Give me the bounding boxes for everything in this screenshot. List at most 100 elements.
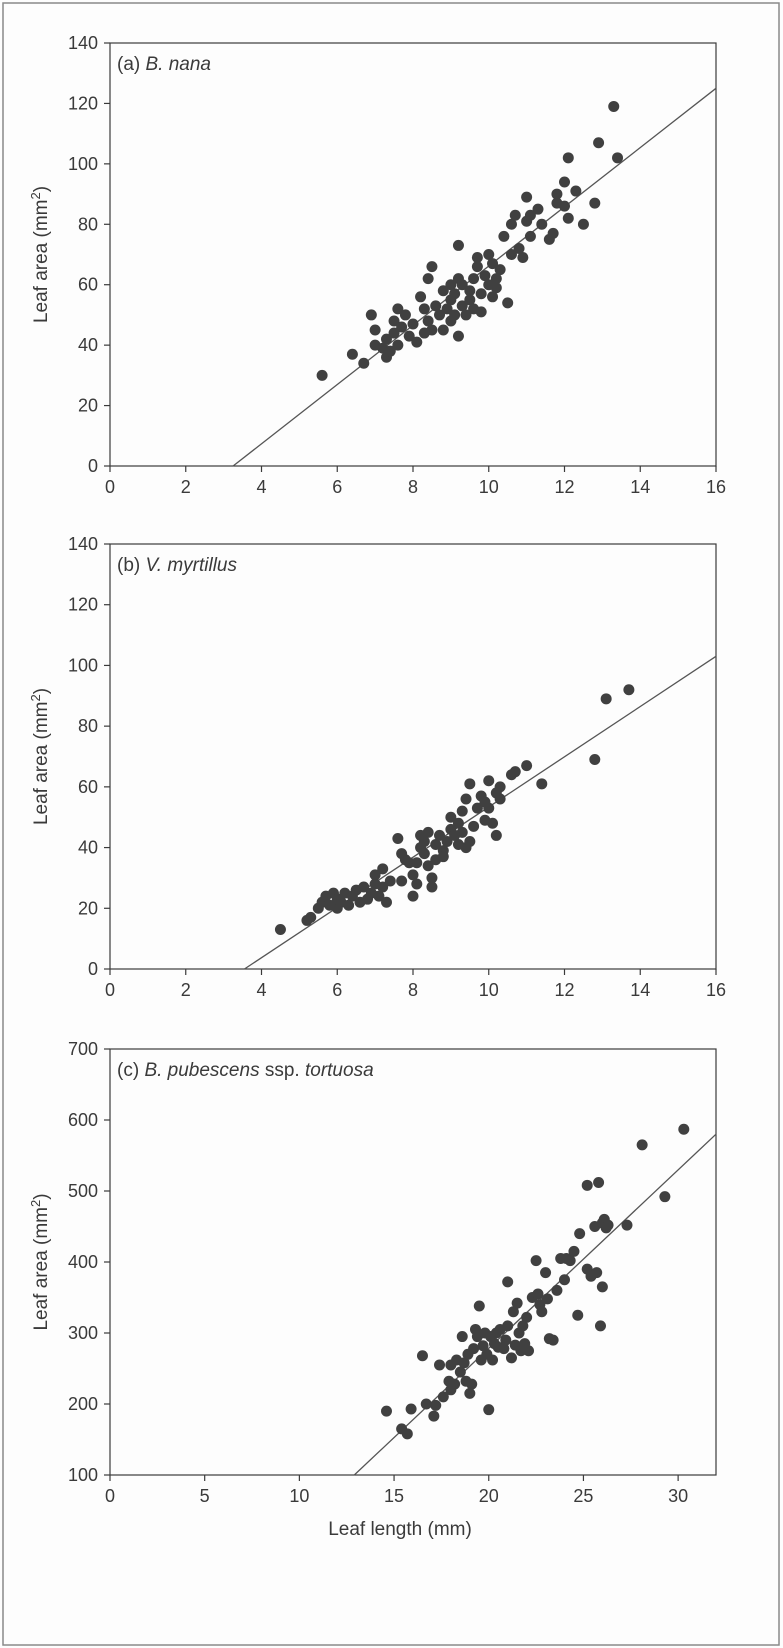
y-axis-title-close: ) <box>31 186 52 192</box>
data-point <box>505 249 517 260</box>
x-tick-label: 2 <box>181 477 191 497</box>
data-point <box>623 684 635 696</box>
data-point <box>498 1343 510 1355</box>
data-point <box>377 881 389 893</box>
data-point <box>521 760 533 772</box>
data-point <box>517 1320 529 1332</box>
data-point <box>445 279 457 291</box>
data-point <box>380 333 392 345</box>
data-point <box>490 282 502 294</box>
data-point <box>437 285 449 297</box>
y-tick-label: 80 <box>78 716 98 736</box>
data-point <box>416 1350 428 1362</box>
x-tick-label: 4 <box>256 980 266 1000</box>
data-point <box>483 249 495 260</box>
data-point <box>449 1378 461 1390</box>
data-point <box>596 1281 608 1293</box>
data-point <box>422 826 434 838</box>
data-point <box>570 185 582 197</box>
panel-label-letter: (a) <box>117 54 146 75</box>
x-tick-label: 20 <box>479 1486 499 1506</box>
y-axis-title: Leaf area (mm2) <box>28 186 52 323</box>
data-point <box>384 875 396 887</box>
chart-panel-b: 0 2 4 6 8 10 12 14 16 0 20 40 60 80 100 120 140 Leaf area… <box>28 534 726 1000</box>
data-point <box>593 137 605 149</box>
data-point <box>464 294 476 306</box>
data-point <box>426 324 438 336</box>
panel-label-letter: (b) <box>117 555 146 576</box>
x-tick-label: 16 <box>706 477 726 497</box>
data-point <box>420 1398 432 1410</box>
x-tick-label: 14 <box>630 980 650 1000</box>
panel-label-suffix: ssp. <box>260 1060 305 1081</box>
data-point <box>456 1331 468 1343</box>
data-point <box>498 230 510 242</box>
data-point <box>464 836 476 847</box>
data-point <box>524 209 536 221</box>
data-point <box>483 1404 495 1416</box>
data-point <box>422 315 434 327</box>
data-point <box>524 230 536 242</box>
data-point <box>392 832 404 844</box>
data-point <box>422 860 434 872</box>
data-point <box>479 270 491 282</box>
data-point <box>388 327 400 339</box>
data-point <box>384 345 396 357</box>
x-tick-label: 4 <box>256 477 266 497</box>
data-point <box>445 811 457 823</box>
data-point <box>411 857 423 869</box>
data-point <box>437 1391 449 1403</box>
data-point <box>434 829 446 841</box>
data-point <box>464 778 476 790</box>
x-tick-label: 30 <box>668 1486 688 1506</box>
data-point <box>305 911 317 923</box>
data-point <box>411 878 423 890</box>
y-tick-label: 20 <box>78 898 98 918</box>
chart-panel-c: 0 5 10 15 20 25 30 100 200 300 400 500 600 700 Leaf ar… <box>28 1039 717 1540</box>
x-tick-label: 12 <box>554 477 574 497</box>
data-point <box>452 239 464 251</box>
data-point <box>452 817 464 829</box>
data-point <box>426 261 438 273</box>
y-tick-label: 80 <box>78 214 98 234</box>
data-point <box>483 775 495 787</box>
y-tick-label: 400 <box>68 1252 98 1272</box>
data-point <box>594 1320 606 1332</box>
data-point <box>343 899 355 911</box>
data-point <box>454 1366 466 1378</box>
data-point <box>502 1320 514 1332</box>
data-point <box>559 1274 570 1286</box>
data-point <box>392 339 404 351</box>
data-point <box>589 197 601 209</box>
data-point <box>536 778 548 790</box>
data-point <box>540 1267 552 1279</box>
data-point <box>568 1245 580 1257</box>
data-point <box>502 297 514 309</box>
data-point <box>468 820 480 832</box>
data-point <box>602 1219 614 1231</box>
data-point <box>460 309 472 321</box>
data-point <box>473 1300 485 1312</box>
data-point <box>494 793 506 805</box>
data-point <box>507 1306 519 1318</box>
data-point <box>477 1340 489 1352</box>
data-point <box>468 1343 480 1355</box>
y-tick-label: 120 <box>68 595 98 615</box>
data-point <box>564 1255 576 1267</box>
y-tick-label: 20 <box>78 396 98 416</box>
data-point <box>521 191 533 203</box>
data-point <box>399 309 411 321</box>
data-point <box>589 754 601 766</box>
data-point <box>490 273 502 285</box>
data-point <box>401 1428 413 1440</box>
x-tick-label: 6 <box>332 477 342 497</box>
y-tick-label: 120 <box>68 93 98 113</box>
data-point <box>494 264 506 276</box>
data-point <box>456 300 468 312</box>
data-point <box>574 1228 586 1240</box>
y-tick-label: 300 <box>68 1323 98 1343</box>
data-point <box>559 176 570 188</box>
data-point <box>449 309 461 321</box>
